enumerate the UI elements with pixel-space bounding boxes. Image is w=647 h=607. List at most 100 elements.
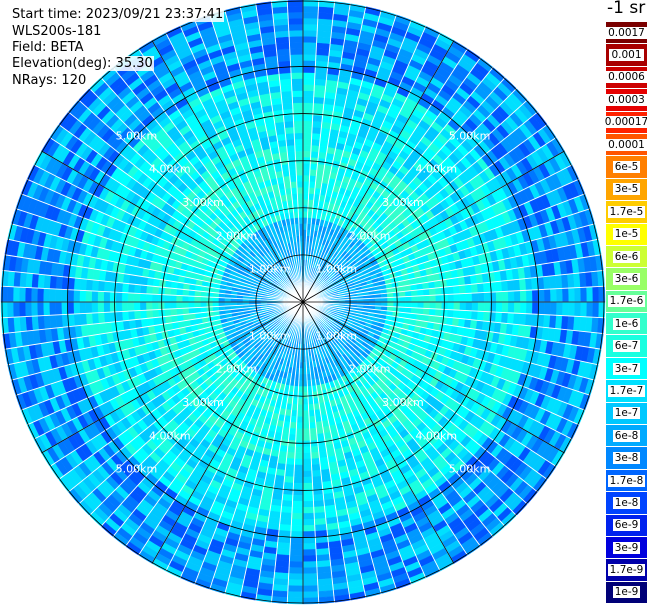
range-gate-cell [302, 90, 315, 98]
range-gate-cell [287, 445, 296, 454]
range-gate-cell [465, 301, 473, 312]
range-gate-cell [151, 286, 160, 295]
range-gate-cell [121, 282, 130, 294]
range-gate-cell [67, 289, 75, 303]
range-gate-cell [127, 292, 135, 303]
range-gate-cell [417, 295, 425, 303]
range-gate-cell [43, 288, 50, 303]
range-gate-cell [471, 301, 479, 312]
range-gate-cell [311, 469, 322, 478]
range-gate-cell [294, 458, 304, 466]
range-gate-cell [91, 312, 99, 325]
range-gate-cell [311, 475, 323, 484]
range-gate-cell [288, 561, 304, 568]
range-gate-cell [302, 428, 311, 436]
range-gate-cell [97, 301, 105, 313]
range-gate-cell [302, 66, 316, 74]
range-gate-cell [206, 301, 213, 308]
range-gate-cell [308, 415, 316, 423]
range-gate-cell [302, 162, 311, 170]
range-gate-cell [543, 314, 551, 329]
range-gate-cell [544, 288, 551, 303]
range-gate-cell [519, 301, 527, 314]
range-gate-cell [316, 554, 331, 562]
range-gate-cell [501, 301, 509, 313]
range-gate-cell [459, 301, 467, 311]
range-gate-cell [287, 591, 304, 599]
range-gate-cell [393, 301, 400, 308]
range-gate-cell [562, 301, 569, 317]
range-gate-cell [302, 512, 315, 520]
range-gate-cell [574, 287, 582, 303]
range-gate-cell [37, 287, 44, 303]
range-gate-cell [313, 506, 326, 514]
range-gate-cell [525, 289, 533, 303]
range-gate-cell [121, 292, 129, 303]
range-gate-cell [441, 294, 449, 303]
range-gate-cell [55, 314, 63, 329]
range-gate-cell [483, 291, 491, 303]
range-gate-cell [302, 180, 310, 188]
range-gate-cell [580, 286, 588, 303]
range-gate-cell [513, 290, 521, 303]
range-gate-cell [313, 84, 326, 92]
range-gate-cell [79, 278, 87, 291]
range-gate-cell [513, 279, 521, 292]
range-gate-cell [302, 500, 314, 508]
range-gate-cell [482, 311, 491, 322]
range-gate-cell [290, 524, 304, 532]
range-gate-cell [314, 524, 328, 532]
range-gate-cell [313, 512, 326, 520]
range-gate-cell [435, 294, 443, 303]
range-gate-cell [302, 404, 309, 411]
range-gate-cell [302, 416, 310, 424]
range-gate-cell [297, 392, 304, 399]
range-gate-cell [6, 301, 14, 318]
range-gate-cell [302, 494, 314, 502]
range-gate-cell [289, 555, 304, 562]
range-gate-cell [495, 291, 503, 303]
range-gate-cell [302, 126, 313, 134]
range-gate-cell [495, 301, 503, 313]
range-gate-cell [531, 301, 539, 315]
range-gate-cell [447, 293, 455, 303]
range-gate-cell [550, 301, 557, 316]
range-gate-cell [538, 289, 545, 303]
range-gate-cell [182, 289, 190, 297]
range-gate-cell [302, 434, 311, 442]
range-gate-cell [311, 126, 322, 135]
range-gate-cell [309, 175, 317, 183]
range-gate-cell [121, 310, 130, 322]
range-gate-cell [302, 17, 319, 25]
range-gate-cell [302, 174, 310, 182]
range-gate-cell [145, 293, 153, 303]
range-gate-cell [293, 470, 304, 478]
range-gate-cell [127, 283, 136, 294]
range-gate-cell [302, 537, 316, 544]
range-gate-cell [295, 428, 304, 436]
range-gate-cell [507, 312, 515, 325]
range-gate-cell [127, 301, 135, 312]
range-gate-cell [507, 301, 515, 314]
range-gate-cell [507, 279, 515, 292]
range-gate-cell [555, 315, 563, 330]
range-gate-cell [302, 561, 318, 568]
range-gate-cell [133, 310, 142, 320]
range-gate-cell [290, 415, 298, 423]
range-gate-cell [477, 301, 485, 312]
range-gate-cell [103, 280, 111, 293]
range-gate-cell [302, 199, 309, 206]
range-gate-cell [315, 548, 330, 556]
range-gate-cell [311, 138, 321, 147]
range-gate-cell [302, 102, 314, 110]
range-gate-cell [73, 289, 81, 303]
range-gate-cell [294, 446, 304, 454]
range-gate-cell [441, 301, 449, 310]
range-gate-cell [288, 567, 304, 575]
range-gate-cell [6, 286, 14, 303]
range-gate-cell [464, 284, 473, 294]
range-gate-cell [302, 476, 313, 484]
range-gate-cell [302, 193, 309, 200]
range-gate-cell [297, 398, 304, 405]
range-gate-cell [43, 315, 51, 330]
